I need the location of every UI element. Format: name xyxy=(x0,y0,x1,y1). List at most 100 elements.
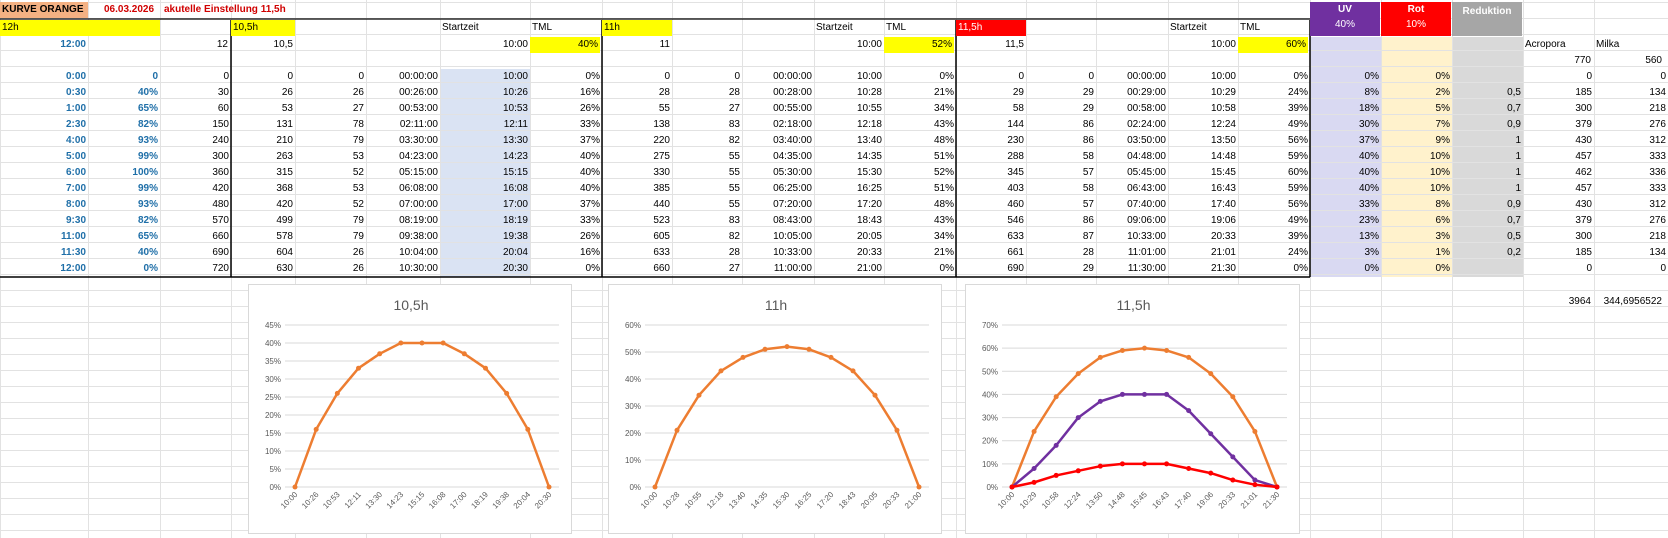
cell-r12-c2[interactable]: 720 xyxy=(212,263,229,274)
cell-r5-c8[interactable]: 275 xyxy=(653,151,670,162)
cell-r12-c6[interactable]: 20:30 xyxy=(502,263,528,274)
cell-r4-c17[interactable]: 56% xyxy=(1287,135,1308,146)
reduktion-header[interactable]: Reduktion xyxy=(1452,2,1522,36)
cell-r3-c6[interactable]: 12:11 xyxy=(503,119,528,130)
cell-r4-c0[interactable]: 4:00 xyxy=(65,135,86,146)
title-cell[interactable]: KURVE ORANGE xyxy=(0,2,88,18)
cell-r1-c21[interactable]: 185 xyxy=(1575,87,1592,98)
cell-r6-c15[interactable]: 05:45:00 xyxy=(1127,167,1166,178)
startzeit-c-label[interactable]: Startzeit xyxy=(1170,22,1207,33)
cell-r7-c22[interactable]: 333 xyxy=(1649,183,1666,194)
cell-r7-c4[interactable]: 53 xyxy=(352,183,364,194)
cell-r5-c9[interactable]: 55 xyxy=(728,151,740,162)
cell-r12-c4[interactable]: 26 xyxy=(352,263,364,274)
cell-r2-c11[interactable]: 10:55 xyxy=(856,103,882,114)
cell-r9-c16[interactable]: 19:06 xyxy=(1210,215,1236,226)
cell-r10-c18[interactable]: 13% xyxy=(1358,231,1379,242)
cell-r1-c20[interactable]: 0,5 xyxy=(1507,87,1521,98)
cell-r11-c13[interactable]: 661 xyxy=(1007,247,1024,258)
date-cell[interactable]: 06.03.2026 xyxy=(104,4,155,15)
cell-r2-c21[interactable]: 300 xyxy=(1575,103,1592,114)
tml-b-label[interactable]: TML xyxy=(886,22,906,33)
cell-r9-c11[interactable]: 18:43 xyxy=(856,215,882,226)
cell-r8-c3[interactable]: 420 xyxy=(276,199,293,210)
cell-r5-c13[interactable]: 288 xyxy=(1007,151,1024,162)
cell-r3-c16[interactable]: 12:24 xyxy=(1210,119,1236,130)
cell-r12-c16[interactable]: 21:30 xyxy=(1210,263,1236,274)
cell-r11-c5[interactable]: 10:04:00 xyxy=(399,247,438,258)
cell-r4-c19[interactable]: 9% xyxy=(1435,135,1450,146)
cell-r1-c6[interactable]: 10:26 xyxy=(502,87,528,98)
cell-r2-c1[interactable]: 65% xyxy=(137,103,158,114)
cell-r1-c11[interactable]: 10:28 xyxy=(856,87,882,98)
cell-r0-c11[interactable]: 10:00 xyxy=(856,71,882,82)
cell-r10-c0[interactable]: 11:00 xyxy=(60,231,86,242)
cell-r1-c14[interactable]: 29 xyxy=(1082,87,1094,98)
cell-r5-c16[interactable]: 14:48 xyxy=(1210,151,1236,162)
cell-r2-c22[interactable]: 218 xyxy=(1649,103,1666,114)
cell-r1-c9[interactable]: 28 xyxy=(728,87,740,98)
cell-r0-c0[interactable]: 0:00 xyxy=(65,71,86,82)
cell-r3-c9[interactable]: 83 xyxy=(728,119,740,130)
start-c-cell[interactable]: 10:00 xyxy=(1210,39,1236,50)
cell-r9-c1[interactable]: 82% xyxy=(137,215,158,226)
cell-r1-c4[interactable]: 26 xyxy=(352,87,364,98)
cell-r10-c14[interactable]: 87 xyxy=(1082,231,1094,242)
cell-r4-c21[interactable]: 430 xyxy=(1575,135,1592,146)
cell-r0-c8[interactable]: 0 xyxy=(664,71,670,82)
cell-r11-c16[interactable]: 21:01 xyxy=(1210,247,1236,258)
cell-r9-c22[interactable]: 276 xyxy=(1649,215,1666,226)
cell-r5-c2[interactable]: 300 xyxy=(212,151,229,162)
cell-r1-c5[interactable]: 00:26:00 xyxy=(399,87,438,98)
cell-r12-c0[interactable]: 12:00 xyxy=(60,263,86,274)
cell-r2-c14[interactable]: 29 xyxy=(1082,103,1094,114)
cell-r5-c21[interactable]: 457 xyxy=(1575,151,1592,162)
cell-r8-c6[interactable]: 17:00 xyxy=(502,199,528,210)
cell-r5-c6[interactable]: 14:23 xyxy=(502,151,528,162)
cell-r7-c19[interactable]: 10% xyxy=(1429,183,1450,194)
cell-r8-c5[interactable]: 07:00:00 xyxy=(399,199,438,210)
cell-r7-c20[interactable]: 1 xyxy=(1515,183,1521,194)
cell-r9-c9[interactable]: 83 xyxy=(728,215,740,226)
cell-r2-c16[interactable]: 10:58 xyxy=(1210,103,1236,114)
cell-r4-c12[interactable]: 48% xyxy=(933,135,954,146)
cell-r2-c6[interactable]: 10:53 xyxy=(502,103,528,114)
cell-r5-c12[interactable]: 51% xyxy=(933,151,954,162)
hours-115-cell[interactable]: 11,5h xyxy=(956,20,1026,36)
cell-r12-c1[interactable]: 0% xyxy=(143,263,158,274)
cell-r6-c21[interactable]: 462 xyxy=(1575,167,1592,178)
cell-r7-c12[interactable]: 51% xyxy=(933,183,954,194)
cell-r11-c3[interactable]: 604 xyxy=(276,247,293,258)
cell-r11-c12[interactable]: 21% xyxy=(933,247,954,258)
cell-r8-c7[interactable]: 37% xyxy=(579,199,600,210)
cell-r4-c8[interactable]: 220 xyxy=(653,135,670,146)
setting-cell[interactable]: akutelle Einstellung 11,5h xyxy=(164,4,286,15)
cell-r7-c2[interactable]: 420 xyxy=(212,183,229,194)
cell-r12-c20[interactable] xyxy=(1452,261,1523,277)
cell-r7-c7[interactable]: 40% xyxy=(579,183,600,194)
cell-r11-c9[interactable]: 28 xyxy=(728,247,740,258)
cell-r9-c21[interactable]: 379 xyxy=(1575,215,1592,226)
cell-r2-c3[interactable]: 53 xyxy=(281,103,293,114)
cell-r12-c7[interactable]: 0% xyxy=(585,263,600,274)
cell-r9-c10[interactable]: 08:43:00 xyxy=(773,215,812,226)
cell-r6-c0[interactable]: 6:00 xyxy=(65,167,86,178)
cell-r0-c4[interactable]: 0 xyxy=(358,71,364,82)
cell-r12-c9[interactable]: 27 xyxy=(728,263,740,274)
cell-r12-c18[interactable]: 0% xyxy=(1364,263,1379,274)
cell-r8-c4[interactable]: 52 xyxy=(352,199,364,210)
cell-r0-c6[interactable]: 10:00 xyxy=(502,71,528,82)
cell-r0-c18[interactable]: 0% xyxy=(1364,71,1379,82)
cell-r12-c14[interactable]: 29 xyxy=(1082,263,1094,274)
cell-r4-c2[interactable]: 240 xyxy=(212,135,229,146)
cell-r11-c20[interactable]: 0,2 xyxy=(1507,247,1521,258)
acropora-label[interactable]: Acropora xyxy=(1525,39,1566,50)
cell-r7-c0[interactable]: 7:00 xyxy=(65,183,86,194)
cell-r5-c1[interactable]: 99% xyxy=(137,151,158,162)
cell-r11-c14[interactable]: 28 xyxy=(1082,247,1094,258)
chart-11h[interactable]: 11h 0% 10% 20% 30% 40% 50% 60% 10:00 10:28 10:55 12… xyxy=(608,284,942,534)
cell-r4-c3[interactable]: 210 xyxy=(276,135,293,146)
cell-r12-c19[interactable]: 0% xyxy=(1435,263,1450,274)
cell-r3-c0[interactable]: 2:30 xyxy=(65,119,86,130)
cell-r6-c19[interactable]: 10% xyxy=(1429,167,1450,178)
